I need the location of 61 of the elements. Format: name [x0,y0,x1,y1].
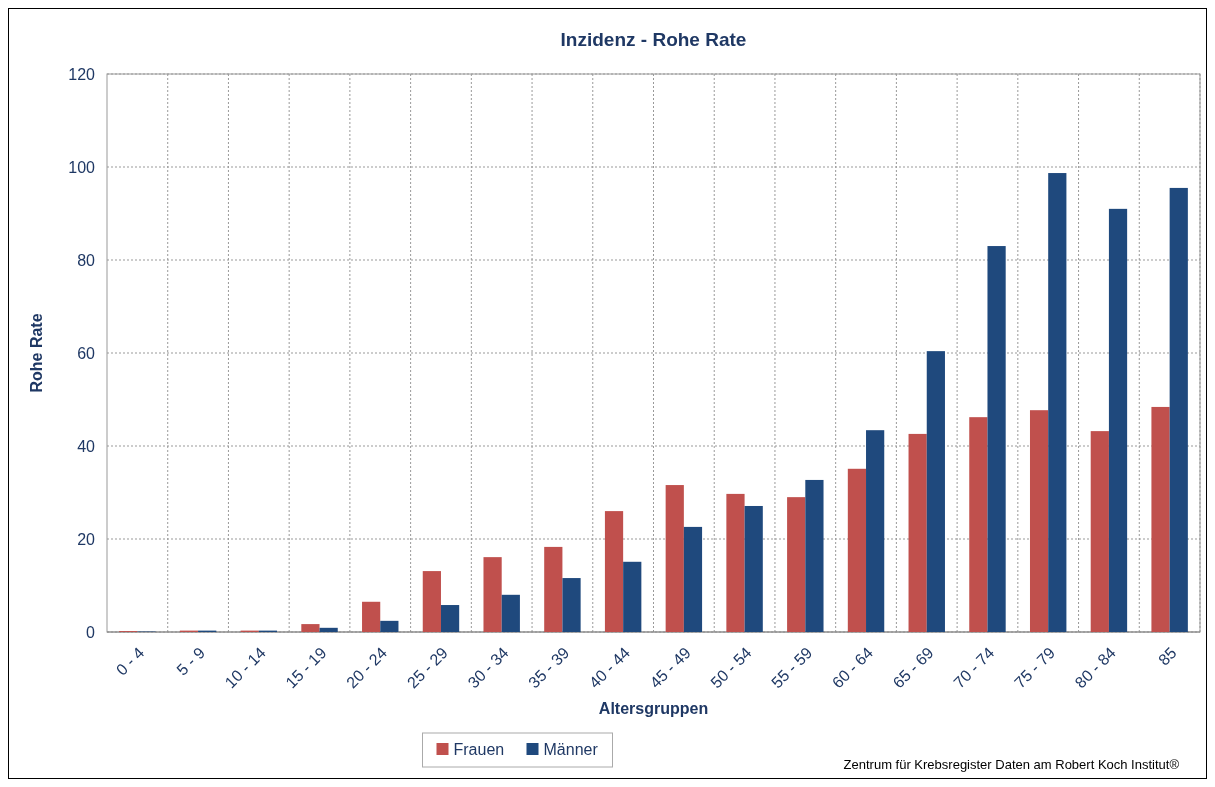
y-axis-title: Rohe Rate [28,313,45,393]
legend-label: Männer [543,740,599,758]
x-tick-label: 30 - 34 [464,643,512,692]
y-tick-label: 60 [77,344,96,362]
bar [1029,410,1049,632]
bar [726,493,745,632]
bar [501,594,520,632]
bar [544,546,563,632]
y-tick-label: 40 [77,437,96,455]
x-tick-label: 70 - 74 [950,643,998,692]
bar [301,624,320,632]
x-tick-label: 10 - 14 [221,643,269,692]
bar [483,557,502,632]
bar [422,571,441,632]
bar [362,601,381,632]
x-tick-label: 60 - 64 [828,643,877,692]
x-tick-label: 35 - 39 [525,643,573,692]
x-tick-label: 5 - 9 [173,643,209,679]
y-tick-label: 20 [77,530,96,548]
bar [1108,208,1128,632]
bar [926,351,945,632]
bar [866,430,885,632]
x-tick-label: 40 - 44 [585,643,634,692]
bar [787,497,806,632]
x-tick-label: 0 - 4 [112,643,148,679]
x-tick-label: 85 [1155,643,1180,669]
chart-title: Inzidenz - Rohe Rate [560,29,747,50]
bar [319,627,338,632]
x-tick-label: 65 - 69 [889,643,937,692]
bar [744,505,763,632]
x-tick-label: 55 - 59 [768,643,816,692]
x-tick-label: 75 - 79 [1010,643,1059,692]
bar [805,479,824,632]
bar [847,468,867,632]
bar [908,433,927,632]
x-tick-label: 15 - 19 [282,643,330,692]
bar [665,485,684,632]
legend-label: Frauen [453,740,505,758]
bar [623,561,642,632]
y-tick-label: 100 [68,158,96,176]
bar [969,417,988,632]
x-tick-label: 45 - 49 [646,643,694,692]
bar [380,620,399,632]
bar [987,246,1006,632]
bar [1048,173,1067,632]
x-tick-label: 25 - 29 [403,643,452,692]
bar [683,526,703,632]
x-tick-label: 50 - 54 [707,643,755,692]
text: Zentrum für Krebsregister Daten am Robert Koch Institut® [843,757,1180,772]
bar [562,578,581,632]
bar [604,511,624,632]
y-tick-label: 80 [77,251,96,269]
bar [1090,431,1109,632]
bar [440,605,460,632]
x-tick-label: 80 - 84 [1071,643,1120,692]
bar [1169,187,1188,632]
x-tick-label: 20 - 24 [343,643,391,692]
y-tick-label: 120 [68,65,96,83]
y-tick-label: 0 [86,623,96,641]
x-axis-title: Altersgruppen [598,700,709,717]
bar [1151,406,1170,632]
